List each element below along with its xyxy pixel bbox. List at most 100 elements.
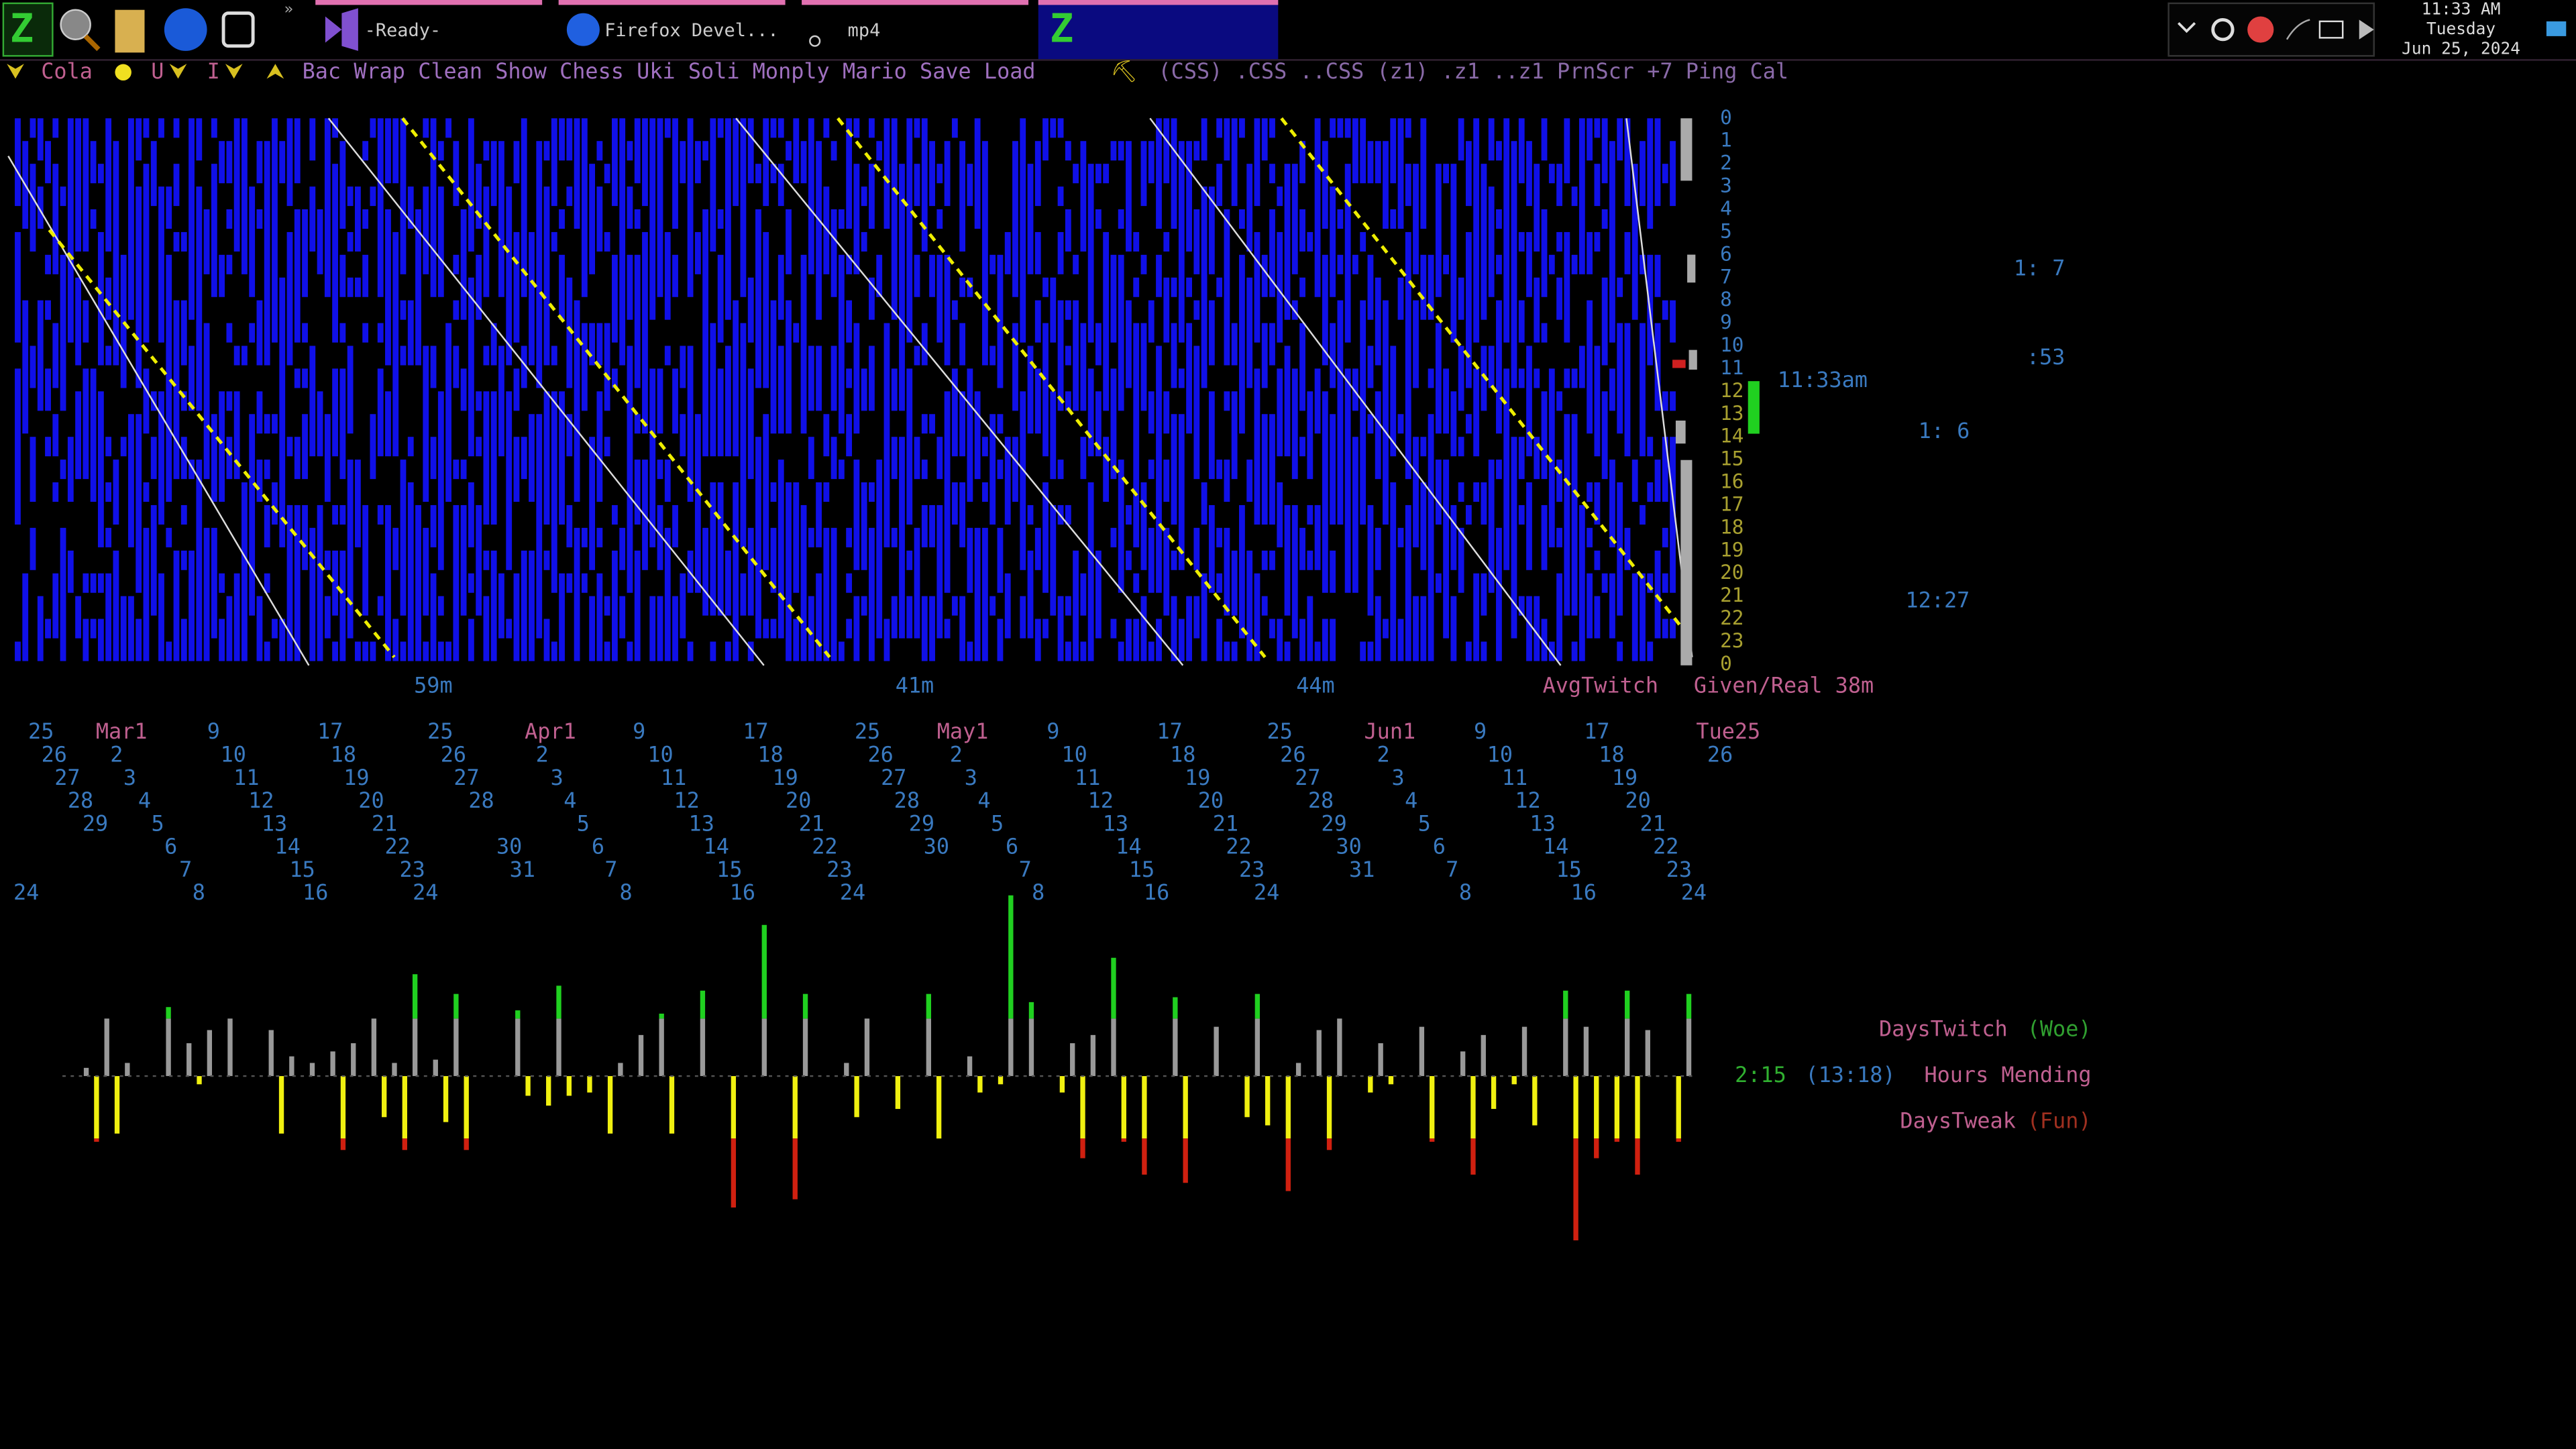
day-label: 30 bbox=[1336, 834, 1361, 859]
toolbar-button[interactable]: Cal bbox=[1750, 58, 1788, 84]
activity-block bbox=[370, 641, 376, 661]
activity-block bbox=[264, 641, 270, 661]
toolbar-button[interactable]: Clean bbox=[418, 58, 482, 84]
tab-firefox[interactable]: Firefox Devel... bbox=[558, 0, 786, 46]
toolbar-button[interactable]: Load bbox=[984, 58, 1036, 84]
firefox-icon[interactable] bbox=[164, 8, 207, 51]
activity-block bbox=[1004, 231, 1011, 274]
activity-block bbox=[687, 641, 694, 661]
activity-block bbox=[264, 141, 270, 366]
toolbar-button[interactable]: (CSS) bbox=[1159, 58, 1223, 84]
toolbar-button[interactable]: Show bbox=[495, 58, 547, 84]
tab-ready[interactable]: -Ready- bbox=[315, 0, 543, 51]
activity-block bbox=[392, 619, 399, 661]
hour-label: 2 bbox=[1720, 152, 1732, 174]
activity-block bbox=[823, 527, 830, 661]
twitch-bar bbox=[1419, 1026, 1425, 1077]
activity-block bbox=[1526, 141, 1532, 207]
toolbar-i[interactable]: I bbox=[207, 58, 220, 84]
activity-block bbox=[559, 391, 565, 525]
toolbar-button[interactable]: Uki bbox=[637, 58, 676, 84]
toolbar-button[interactable]: .z1 bbox=[1441, 58, 1480, 84]
toolbar-button[interactable]: Chess bbox=[559, 58, 624, 84]
chevron[interactable]: ⮟ bbox=[7, 58, 25, 84]
activity-block bbox=[1299, 527, 1305, 570]
activity-block bbox=[1647, 641, 1654, 661]
toolbar-button[interactable]: Monply bbox=[753, 58, 830, 84]
activity-block bbox=[1670, 619, 1676, 639]
toolbar-button[interactable]: ..CSS bbox=[1299, 58, 1364, 84]
tray-play[interactable] bbox=[2359, 19, 2374, 40]
toolbar-button[interactable]: Bac bbox=[303, 58, 341, 84]
activity-block bbox=[1224, 118, 1230, 161]
twitch-bar bbox=[1254, 1018, 1260, 1077]
z1-icon[interactable] bbox=[2, 2, 54, 57]
search-icon[interactable] bbox=[60, 9, 91, 40]
chevron[interactable]: ⮟ bbox=[169, 58, 187, 84]
activity-block bbox=[90, 573, 97, 593]
activity-block bbox=[1148, 391, 1155, 434]
toolbar-cola[interactable]: Cola bbox=[41, 58, 93, 84]
tab-mp4[interactable]: mp4 bbox=[802, 0, 1029, 47]
toolbar-button[interactable]: ..z1 bbox=[1493, 58, 1544, 84]
activity-block bbox=[672, 254, 678, 297]
month-label: Tue25 bbox=[1696, 718, 1760, 744]
activity-block bbox=[460, 368, 467, 411]
toolbar-button[interactable]: (z1) bbox=[1377, 58, 1429, 84]
tray-g[interactable] bbox=[2211, 17, 2235, 42]
tray-wifi[interactable] bbox=[2286, 19, 2310, 40]
status-mark bbox=[1672, 360, 1686, 368]
activity-block bbox=[453, 300, 460, 320]
activity-block bbox=[249, 186, 256, 297]
tray-mic[interactable] bbox=[2247, 16, 2274, 43]
toolbar-button[interactable]: Mario bbox=[843, 58, 907, 84]
toolbar-button[interactable]: Wrap bbox=[354, 58, 405, 84]
twitch-bar bbox=[309, 1063, 315, 1077]
activity-block bbox=[1670, 391, 1676, 411]
activity-block bbox=[521, 345, 527, 388]
tray-chevron[interactable] bbox=[2178, 21, 2196, 34]
toolbar-u[interactable]: U bbox=[151, 58, 164, 84]
toolbar-button[interactable]: +7 bbox=[1647, 58, 1672, 84]
more-arrows[interactable]: » bbox=[284, 1, 293, 18]
activity-block bbox=[339, 323, 346, 343]
tab-z1[interactable]: Z bbox=[1038, 0, 1279, 60]
chevron-up[interactable]: ⮝ bbox=[266, 58, 284, 84]
activity-block bbox=[1330, 186, 1336, 297]
clock-time[interactable]: 11:33 AM bbox=[2422, 0, 2501, 19]
clock-day[interactable]: Tuesday bbox=[2426, 19, 2496, 38]
activity-block bbox=[1337, 254, 1344, 274]
activity-block bbox=[483, 596, 490, 661]
notify-icon[interactable] bbox=[2546, 21, 2567, 36]
activity-block bbox=[430, 345, 437, 388]
activity-block bbox=[354, 186, 361, 252]
camera-icon[interactable] bbox=[221, 11, 255, 48]
activity-block bbox=[1450, 596, 1457, 661]
twitch-bar-high bbox=[926, 994, 931, 1019]
activity-block bbox=[1594, 596, 1601, 639]
dot[interactable] bbox=[115, 64, 131, 80]
activity-block bbox=[1556, 391, 1562, 411]
toolbar-button[interactable]: Save bbox=[920, 58, 971, 84]
toolbar-button[interactable]: Soli bbox=[688, 58, 740, 84]
activity-block bbox=[876, 254, 883, 297]
activity-block bbox=[1269, 209, 1275, 297]
files-icon[interactable] bbox=[115, 9, 145, 53]
activity-block bbox=[1564, 368, 1570, 388]
activity-block bbox=[566, 277, 573, 388]
tray-keyboard[interactable] bbox=[2318, 20, 2344, 39]
tweak-bar bbox=[936, 1076, 942, 1139]
toolbar-button[interactable]: Ping bbox=[1686, 58, 1737, 84]
toolbar-button[interactable]: PrnScr bbox=[1557, 58, 1634, 84]
activity-block bbox=[1171, 323, 1177, 388]
pick-icon[interactable]: ⛏ bbox=[1111, 58, 1138, 84]
activity-block bbox=[513, 368, 520, 411]
activity-block bbox=[324, 118, 331, 297]
legend-fun: (Fun) bbox=[2027, 1108, 2092, 1134]
clock-date[interactable]: Jun 25, 2024 bbox=[2402, 38, 2520, 58]
twitch-bar-high bbox=[1254, 994, 1260, 1019]
chevron[interactable]: ⮟ bbox=[225, 58, 244, 84]
activity-block bbox=[672, 118, 678, 229]
toolbar-button[interactable]: .CSS bbox=[1236, 58, 1287, 84]
tweak-bar bbox=[1635, 1076, 1640, 1139]
